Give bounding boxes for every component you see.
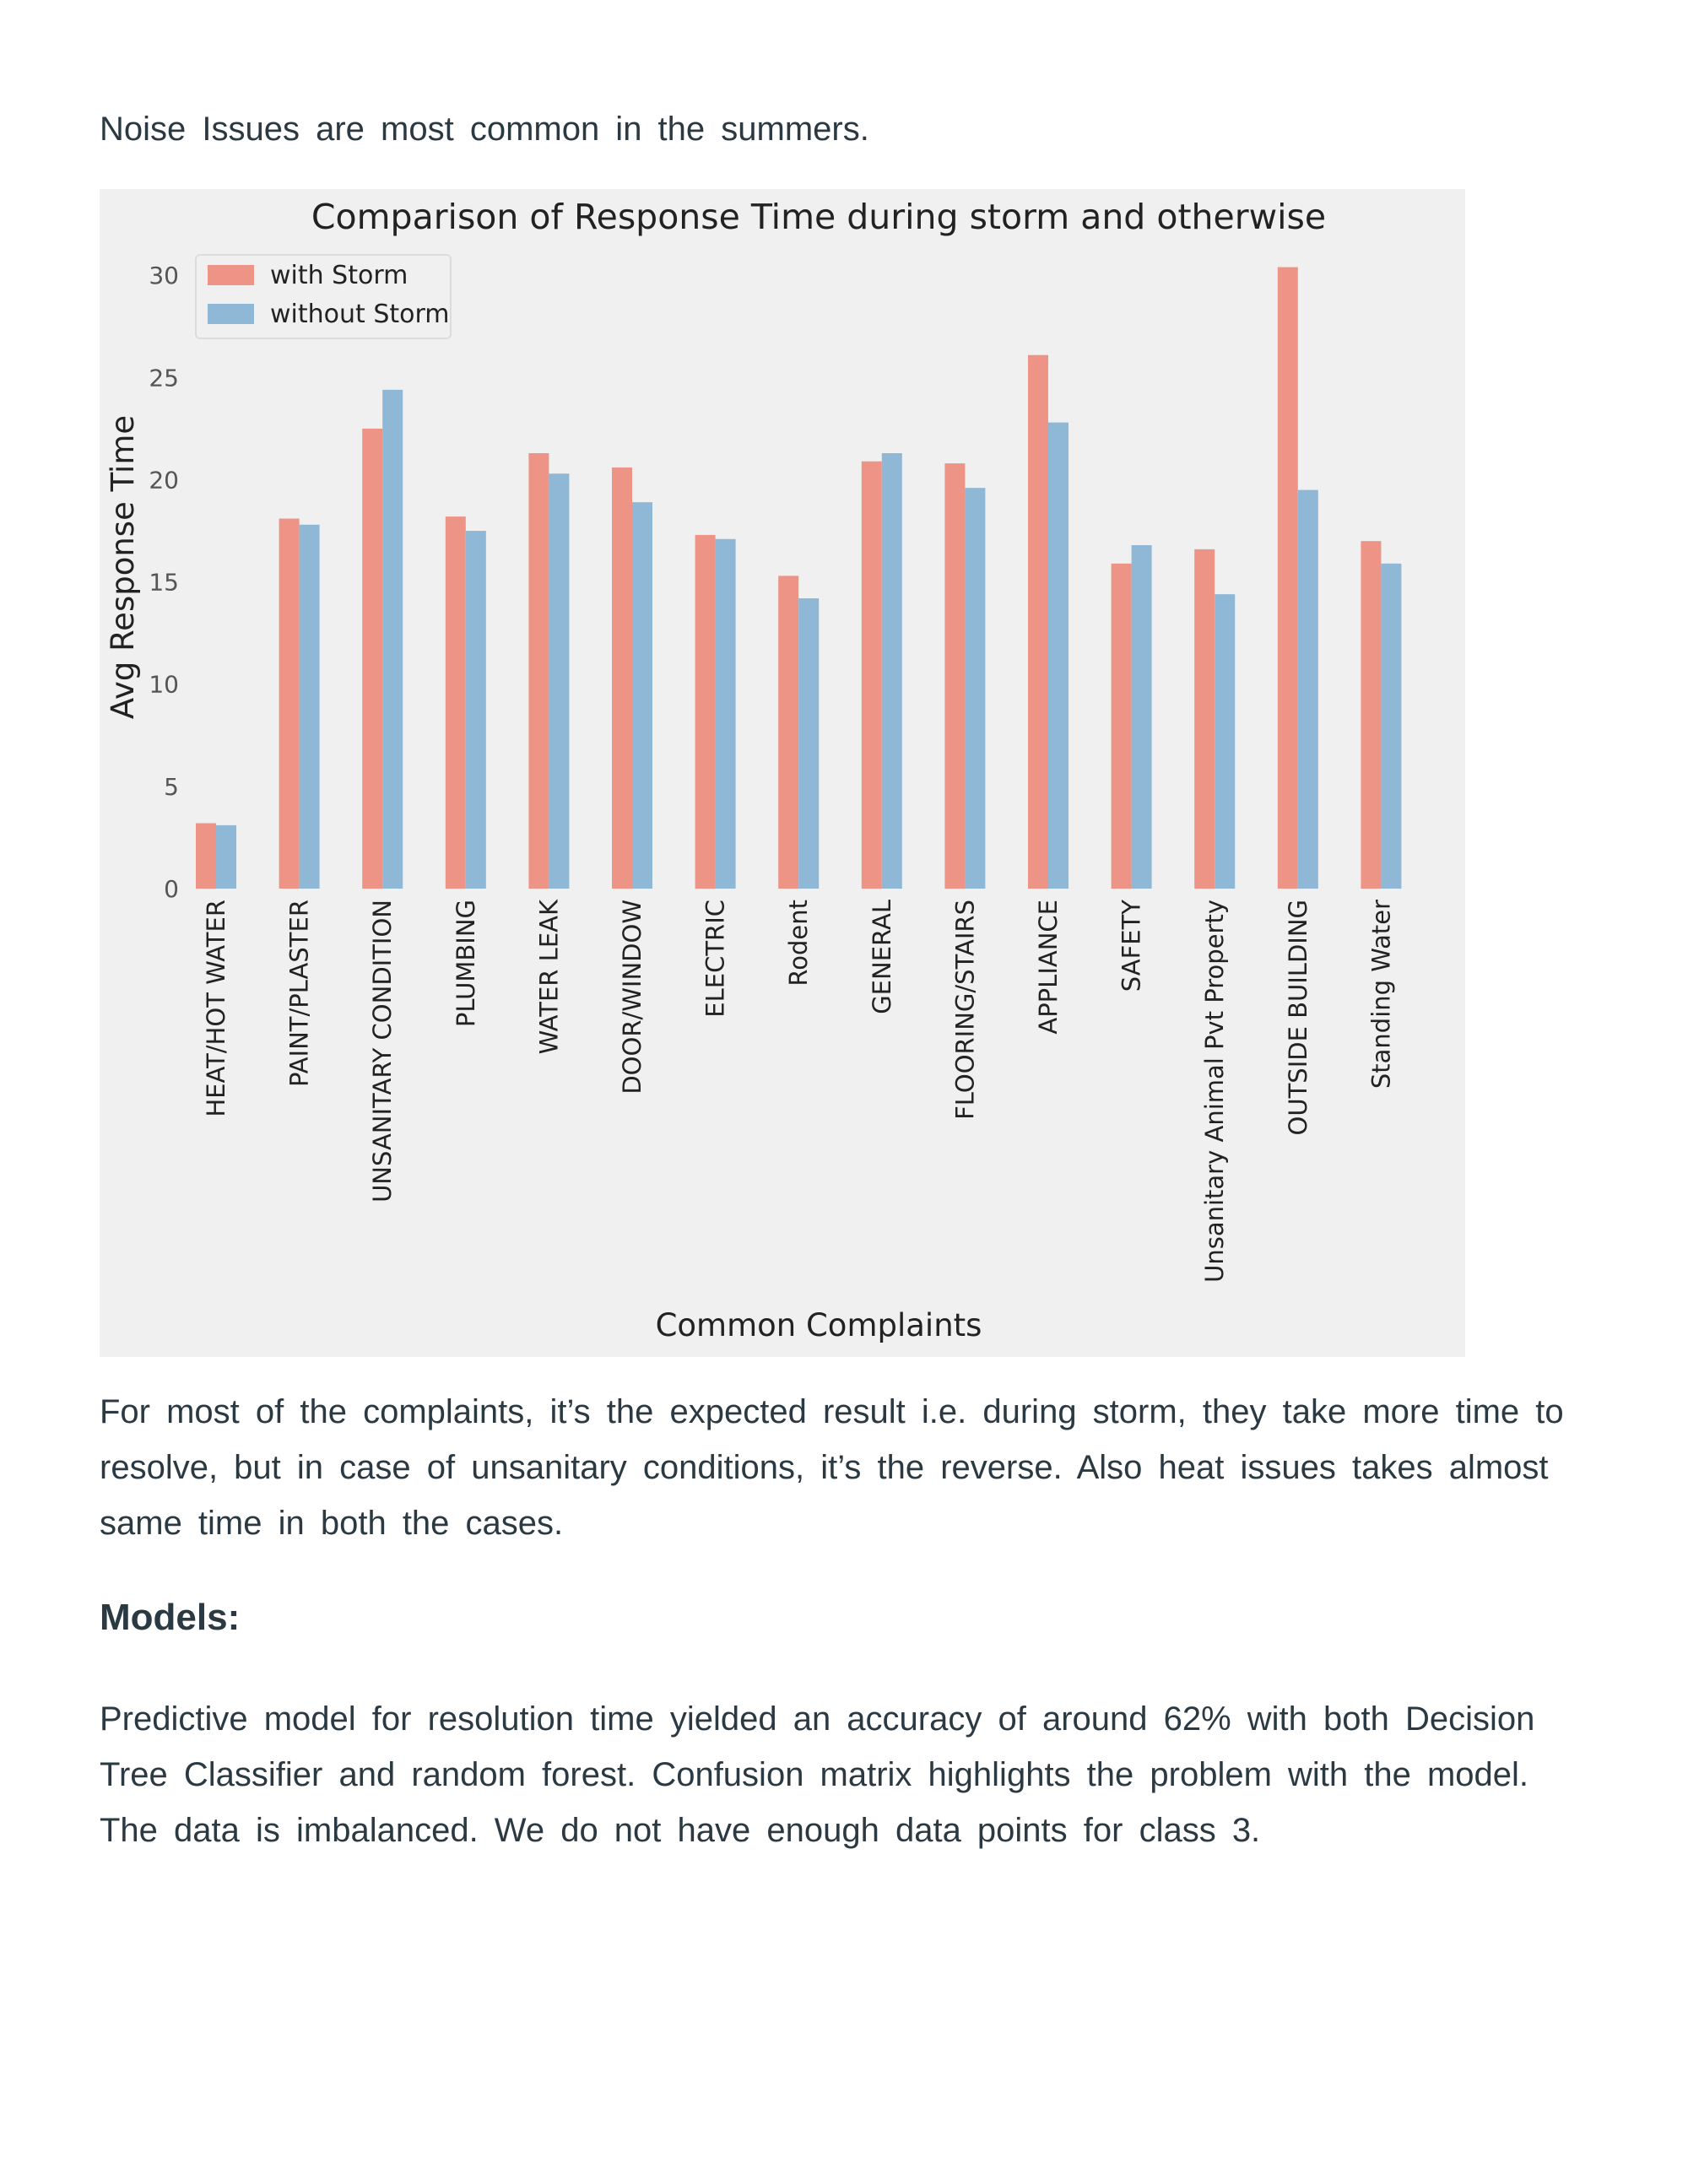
- y-tick-label: 5: [164, 773, 179, 801]
- bar-without-storm: [881, 452, 902, 889]
- bar-with-storm: [778, 576, 799, 889]
- bar-with-storm: [1028, 354, 1048, 889]
- x-tick-label: APPLIANCE: [1034, 900, 1063, 1035]
- x-tick-label: GENERAL: [868, 900, 896, 1014]
- y-tick-label: 30: [149, 262, 179, 289]
- x-axis-title: Common Complaints: [656, 1307, 982, 1343]
- bars: [196, 267, 1402, 889]
- y-axis: 0 5 10 15 20 25 30: [149, 262, 179, 903]
- models-heading: Models:: [100, 1597, 241, 1638]
- y-axis-title: Avg Response Time: [105, 415, 141, 719]
- models-paragraph: Predictive model for resolution time yie…: [100, 1700, 1535, 1849]
- bar-without-storm: [1215, 594, 1236, 889]
- x-tick-label: FLOORING/STAIRS: [950, 900, 979, 1120]
- x-tick-label: Standing Water: [1366, 900, 1395, 1089]
- bar-with-storm: [279, 518, 300, 889]
- x-tick-label: UNSANITARY CONDITION: [368, 900, 397, 1203]
- x-tick-label: WATER LEAK: [534, 899, 563, 1054]
- x-tick-label: ELECTRIC: [701, 900, 730, 1018]
- bar-with-storm: [528, 452, 549, 889]
- bar-without-storm: [1131, 545, 1152, 889]
- x-tick-label: PLUMBING: [452, 900, 480, 1027]
- analysis-paragraph: For most of the complaints, it’s the exp…: [100, 1393, 1564, 1542]
- bar-without-storm: [798, 597, 820, 889]
- bar-without-storm: [1381, 563, 1402, 889]
- legend-swatch-with-storm: [208, 265, 254, 285]
- x-tick-label: HEAT/HOT WATER: [202, 900, 230, 1117]
- x-tick-label: Rodent: [784, 900, 813, 987]
- bar-without-storm: [216, 824, 236, 889]
- legend-label-without-storm: without Storm: [270, 300, 450, 329]
- bar-without-storm: [1048, 422, 1069, 889]
- bar-with-storm: [445, 516, 466, 889]
- x-tick-label: SAFETY: [1117, 900, 1146, 992]
- bar-without-storm: [632, 502, 652, 889]
- x-tick-label: DOOR/WINDOW: [618, 900, 647, 1095]
- bar-with-storm: [362, 428, 383, 889]
- y-tick-label: 15: [149, 569, 179, 597]
- bar-without-storm: [549, 473, 570, 889]
- bar-with-storm: [695, 534, 716, 889]
- bar-with-storm: [1361, 541, 1382, 889]
- bar-without-storm: [382, 389, 403, 889]
- intro-paragraph: Noise Issues are most common in the summ…: [100, 111, 869, 148]
- bar-without-storm: [965, 488, 986, 889]
- chart-title: Comparison of Response Time during storm…: [311, 197, 1326, 237]
- bar-chart: Comparison of Response Time during storm…: [100, 189, 1465, 1357]
- y-tick-label: 0: [164, 875, 179, 903]
- bar-with-storm: [861, 461, 882, 889]
- chart-svg: Comparison of Response Time during storm…: [105, 197, 1402, 1343]
- bar-with-storm: [196, 823, 216, 889]
- bar-with-storm: [1277, 267, 1298, 889]
- legend-swatch-without-storm: [208, 304, 254, 324]
- bar-without-storm: [299, 524, 320, 889]
- bar-with-storm: [1194, 549, 1215, 889]
- y-tick-label: 10: [149, 671, 179, 699]
- bar-without-storm: [465, 531, 486, 889]
- legend: with Storm without Storm: [195, 254, 452, 339]
- legend-box: [195, 254, 452, 339]
- bar-without-storm: [715, 538, 736, 889]
- legend-label-with-storm: with Storm: [270, 261, 408, 290]
- bar-without-storm: [1297, 489, 1318, 889]
- x-axis: HEAT/HOT WATER PAINT/PLASTER UNSANITARY CO…: [202, 899, 1395, 1283]
- x-tick-label: PAINT/PLASTER: [285, 900, 314, 1087]
- x-tick-label: OUTSIDE BUILDING: [1284, 900, 1312, 1135]
- x-tick-label: Unsanitary Animal Pvt Property: [1200, 900, 1229, 1283]
- bar-with-storm: [1111, 563, 1132, 889]
- bar-with-storm: [944, 463, 966, 889]
- bar-with-storm: [612, 467, 632, 889]
- y-tick-label: 25: [149, 364, 179, 392]
- y-tick-label: 20: [149, 466, 179, 494]
